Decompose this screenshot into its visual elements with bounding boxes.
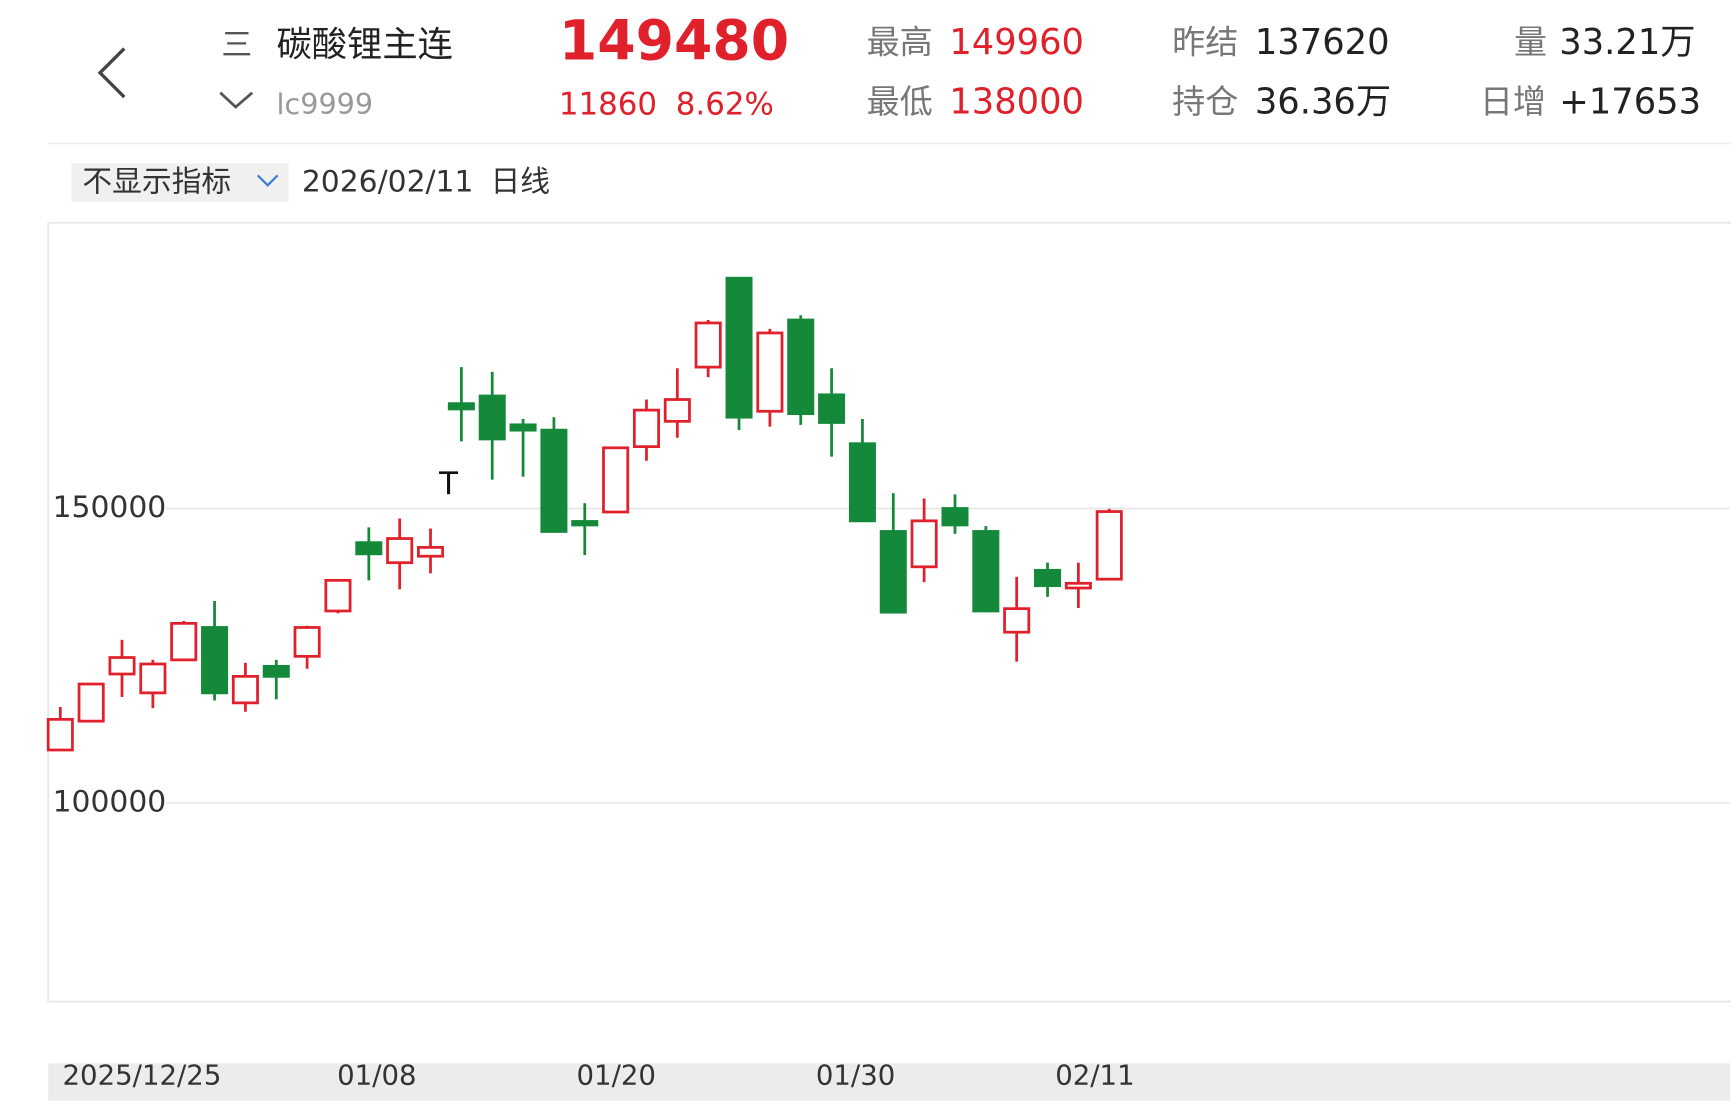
candle-body: [478, 394, 506, 441]
low-label: 最低: [867, 82, 933, 121]
candle-body: [447, 402, 475, 411]
y-tick-label: 150000: [53, 490, 167, 525]
last-price: 149480: [559, 9, 789, 73]
candle-body: [725, 276, 753, 419]
instrument-name: 碳酸锂主连: [276, 24, 452, 65]
toolbar-date: 2026/02/11: [302, 165, 474, 200]
high-value: 149960: [949, 22, 1084, 63]
candle-body: [324, 578, 352, 613]
indicator-arrow[interactable]: [256, 174, 279, 187]
candle-body: [231, 674, 259, 705]
candle-body: [355, 541, 383, 556]
candle-body: [571, 520, 599, 527]
low-value: 138000: [949, 82, 1084, 123]
candle-body: [386, 537, 414, 565]
settle-value: 137620: [1255, 22, 1390, 63]
oi-label: 持仓: [1172, 82, 1238, 121]
candle-body: [1064, 581, 1092, 590]
plot-frame: [47, 221, 1731, 1003]
back-button[interactable]: [97, 47, 126, 99]
candle-body: [787, 318, 815, 416]
candle-body: [201, 626, 229, 695]
candle-body: [694, 321, 722, 369]
candle-body: [540, 428, 568, 533]
candle-body: [910, 519, 938, 569]
candle-body: [262, 664, 290, 678]
candle-body: [1034, 568, 1062, 588]
x-tick-label: 01/08: [337, 1059, 416, 1092]
indicator-select[interactable]: [71, 163, 289, 202]
oi-value: 36.36万: [1255, 82, 1391, 123]
x-axis-bar: [48, 1063, 1731, 1101]
candle-body: [848, 442, 876, 523]
settle-label: 昨结: [1172, 23, 1238, 62]
price-change-pct: 8.62%: [676, 86, 774, 122]
x-tick-label: 2025/12/25: [63, 1059, 222, 1092]
candle-body: [879, 530, 907, 614]
candle-body: [108, 656, 136, 676]
candle-body: [602, 446, 630, 514]
candle-body: [1095, 510, 1123, 581]
candle-body: [818, 393, 846, 424]
dropdown-icon[interactable]: [219, 91, 254, 109]
instrument-code: lc9999: [276, 87, 373, 121]
candle-body: [972, 530, 1000, 613]
candle-body: [77, 682, 105, 723]
candle-body: [46, 717, 74, 752]
increase-label: 日增: [1480, 82, 1546, 121]
candle-body: [632, 408, 660, 449]
candle-body: [170, 621, 198, 662]
price-change: 11860: [559, 86, 657, 122]
annotation: T: [438, 466, 458, 502]
y-tick-label: 100000: [53, 785, 167, 820]
volume-value: 33.21万: [1559, 22, 1695, 63]
candle-body: [941, 507, 969, 527]
x-tick-label: 01/20: [577, 1059, 656, 1092]
candle-body: [509, 423, 537, 432]
indicator-label[interactable]: 不显示指标: [82, 165, 231, 200]
increase-value: +17653: [1559, 82, 1701, 123]
high-label: 最高: [867, 23, 933, 62]
toolbar-period: 日线: [490, 165, 550, 200]
candle-body: [1003, 607, 1031, 634]
x-tick-label: 01/30: [816, 1059, 895, 1092]
candle-body: [663, 398, 691, 423]
candle-body: [417, 545, 445, 558]
candle-body: [139, 662, 167, 695]
volume-label: 量: [1514, 23, 1547, 62]
candle-body: [756, 331, 784, 413]
candle-body: [293, 626, 321, 658]
menu-icon[interactable]: 三: [221, 27, 252, 63]
x-tick-label: 02/11: [1055, 1059, 1134, 1092]
